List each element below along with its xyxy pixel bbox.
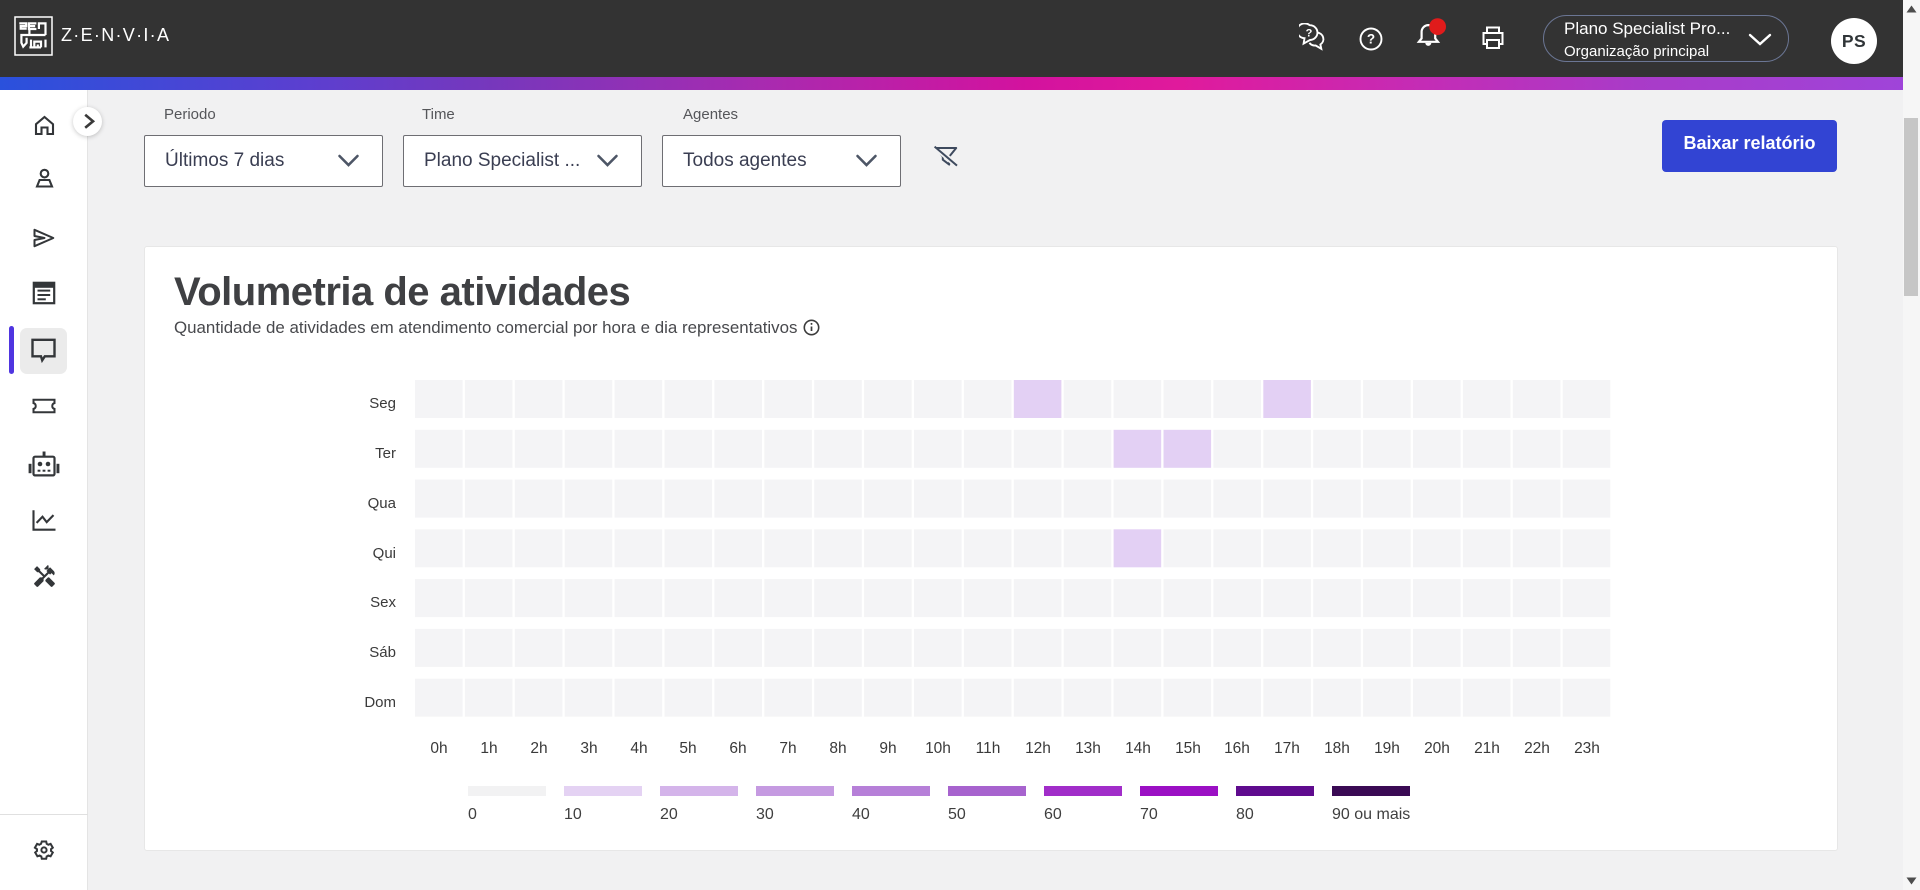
svg-text:?: ? — [1306, 28, 1313, 40]
svg-text:?: ? — [1367, 32, 1375, 47]
